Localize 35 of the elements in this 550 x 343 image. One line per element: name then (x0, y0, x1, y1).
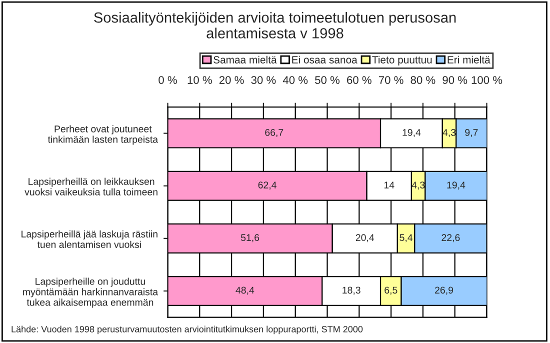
data-label: 26,9 (435, 286, 454, 295)
y-tick-label: Lapsiperheillä on leikkauksen vuoksi vaikeuksia tulla toimeen (24, 178, 158, 196)
x-tick-label: 100 % (472, 76, 502, 84)
data-label: 51,6 (240, 234, 260, 242)
data-label: 18,3 (342, 286, 360, 295)
legend-label: Samaa mieltä (214, 56, 277, 64)
x-tick-label: 80 % (410, 76, 436, 84)
x-tick-label: 90 % (442, 76, 468, 84)
x-tick-label: 10 % (188, 76, 212, 84)
data-label: 62,4 (258, 182, 276, 190)
x-tick-label: 70 % (378, 76, 404, 84)
data-label: 22,6 (442, 234, 460, 242)
y-tick-label: Perheet ovat joutuneet tinkimään lasten tarpeista (48, 125, 158, 145)
legend-label: Ei osaa sanoa (292, 56, 358, 64)
data-label: 9,7 (465, 129, 478, 138)
data-label: 66,7 (265, 129, 284, 138)
data-label: 14 (384, 182, 394, 188)
x-tick-label: 0 % (158, 76, 177, 84)
chart-title: Sosiaalityöntekijöiden arvioita toimeetulotuen perusosan alentamisesta v 1998 (94, 12, 456, 38)
data-label: 6,5 (384, 286, 398, 295)
data-label: 48,4 (236, 286, 254, 295)
data-label: 19,4 (447, 182, 466, 190)
y-tick-label: Lapsiperheillä jää laskuja rästiin tuen alentamisen vuoksi (22, 230, 158, 248)
x-tick-label: 40 % (282, 76, 308, 84)
data-label: 20,4 (356, 234, 374, 242)
data-label: 19,4 (402, 129, 421, 138)
x-tick-label: 60 % (347, 76, 372, 84)
x-tick-label: 50 % (315, 76, 340, 84)
y-tick-label: Lapsiperheille on jouduttu myöntämään harkinnanvaraista tukea aikaisempaa enemmän (23, 278, 158, 308)
legend-label: Eri mieltä (448, 56, 490, 64)
legend-label: Tieto puuttuu (372, 56, 432, 66)
data-label: 5,4 (400, 234, 413, 242)
x-tick-label: 30 % (251, 76, 276, 84)
text: Lähde: Vuoden 1998 perusturvamuutosten arviointitutkimuksen loppuraportti, STM 2000 (12, 326, 363, 334)
x-tick-label: 20 % (219, 76, 244, 84)
